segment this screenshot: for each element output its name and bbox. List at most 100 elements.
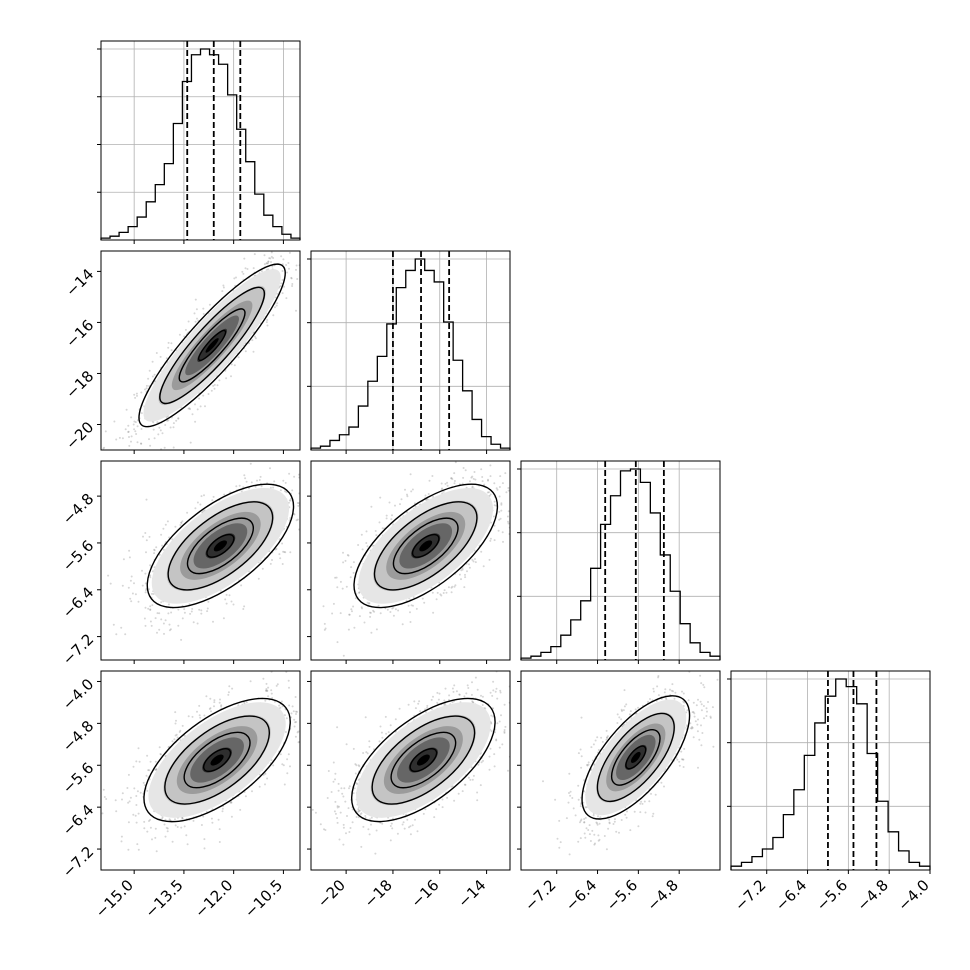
scatter-point <box>489 493 492 496</box>
scatter-point <box>230 815 233 818</box>
scatter-point <box>268 257 271 260</box>
scatter-point <box>128 556 131 559</box>
scatter-point <box>306 532 308 534</box>
scatter-point <box>464 576 467 579</box>
scatter-point <box>302 495 304 497</box>
scatter-point <box>160 618 163 621</box>
scatter-point <box>369 611 371 614</box>
scatter-point <box>344 559 347 562</box>
scatter-point <box>263 254 266 257</box>
scatter-point <box>405 599 408 602</box>
scatter-point <box>132 813 135 816</box>
scatter-point <box>507 510 510 513</box>
scatter-point <box>222 617 225 620</box>
scatter-point <box>244 267 247 270</box>
scatter-point <box>321 510 323 512</box>
scatter-point <box>144 388 146 391</box>
scatter-point <box>505 491 508 494</box>
scatter-point <box>174 711 177 714</box>
scatter-point <box>295 268 297 271</box>
scatter-point <box>169 628 172 631</box>
scatter-point <box>149 608 152 611</box>
scatter-point <box>151 360 154 363</box>
scatter-point <box>132 423 135 426</box>
scatter-point <box>127 848 130 851</box>
scatter-point <box>253 253 256 256</box>
scatter-point <box>254 485 257 488</box>
scatter-point <box>146 789 149 792</box>
scatter-point <box>266 690 269 692</box>
scatter-point <box>136 441 139 444</box>
scatter-point <box>149 576 152 579</box>
scatter-point <box>194 403 196 406</box>
scatter-point <box>518 499 520 501</box>
scatter-point <box>273 700 276 703</box>
scatter-point <box>348 613 351 616</box>
scatter-point <box>265 262 268 265</box>
scatter-point <box>269 486 272 489</box>
scatter-point <box>174 734 177 737</box>
scatter-point <box>151 375 154 378</box>
scatter-point <box>145 539 148 542</box>
scatter-point <box>149 574 152 577</box>
scatter-point <box>242 608 245 610</box>
scatter-point <box>281 563 284 565</box>
scatter-point <box>133 428 136 431</box>
y-tick-label-p3: −5.6 <box>59 537 97 575</box>
scatter-point <box>205 695 208 698</box>
scatter-point <box>196 501 199 504</box>
scatter-point <box>329 213 331 215</box>
scatter-point <box>424 494 427 497</box>
scatter-point <box>432 611 435 614</box>
scatter-point <box>325 540 327 542</box>
scatter-point <box>308 492 310 494</box>
scatter-point <box>342 561 345 564</box>
scatter-point <box>336 586 339 589</box>
scatter-point <box>370 631 373 634</box>
scatter-point <box>365 542 368 544</box>
scatter-point <box>174 525 177 528</box>
scatter-point <box>409 473 412 476</box>
scatter-point <box>153 373 156 376</box>
scatter-point <box>161 432 164 435</box>
scatter-point <box>174 824 177 827</box>
scatter-point <box>451 478 454 481</box>
contour-line <box>167 501 274 591</box>
scatter-point <box>140 442 143 445</box>
scatter-point <box>464 469 467 472</box>
scatter-point <box>130 600 133 603</box>
scatter-point <box>461 567 464 570</box>
scatter-point <box>137 747 140 750</box>
scatter-point <box>244 795 247 798</box>
scatter-point <box>406 511 408 514</box>
scatter-point <box>204 405 206 408</box>
scatter-point <box>439 593 442 596</box>
scatter-point <box>483 483 486 486</box>
scatter-point <box>246 268 249 270</box>
scatter-point <box>279 447 281 449</box>
scatter-point <box>289 551 292 554</box>
scatter-point <box>453 585 456 588</box>
scatter-point <box>493 524 496 527</box>
scatter-point <box>425 498 428 501</box>
scatter-point <box>250 481 253 484</box>
scatter-point <box>275 547 278 550</box>
scatter-point <box>468 566 471 569</box>
scatter-point <box>153 552 156 555</box>
scatter-point <box>145 384 148 387</box>
scatter-point <box>120 835 123 838</box>
scatter-point <box>442 490 445 493</box>
scatter-point <box>486 491 489 494</box>
x-tick-label-p4: −5.6 <box>813 876 851 914</box>
scatter-point <box>493 515 495 518</box>
scatter-point <box>119 458 121 460</box>
scatter-point <box>493 539 496 542</box>
scatter-point <box>149 608 152 611</box>
scatter-point <box>284 490 286 493</box>
scatter-point <box>481 480 484 483</box>
density-panel-p3-vs-p2 <box>322 461 520 657</box>
scatter-point <box>323 622 326 625</box>
scatter-point <box>279 285 282 287</box>
scatter-point <box>489 464 492 467</box>
scatter-point <box>291 283 294 285</box>
